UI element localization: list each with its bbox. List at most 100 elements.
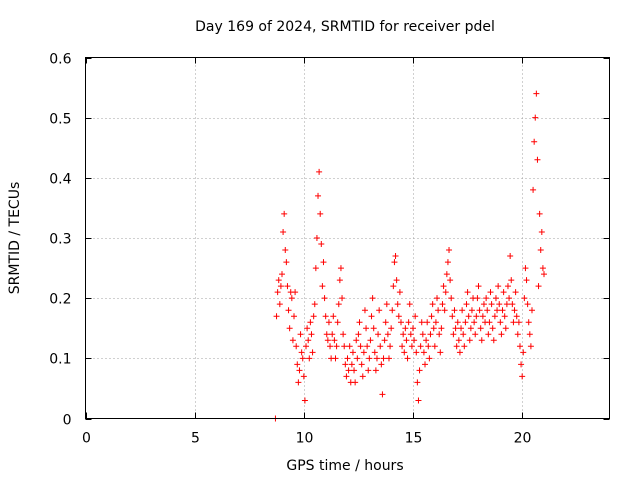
data-point	[538, 228, 545, 235]
data-point	[331, 337, 338, 344]
data-point	[377, 343, 384, 350]
data-point	[408, 343, 415, 350]
x-tick-label: 10	[296, 431, 314, 447]
data-point	[471, 319, 478, 326]
data-point	[427, 331, 434, 338]
data-point	[353, 337, 360, 344]
data-point	[330, 313, 337, 320]
data-point	[430, 325, 437, 332]
data-point	[475, 283, 482, 290]
data-point	[492, 295, 499, 302]
data-point	[500, 289, 507, 296]
data-point	[436, 331, 443, 338]
data-point	[349, 349, 356, 356]
data-point	[301, 397, 308, 404]
data-point	[365, 367, 372, 374]
data-point	[516, 343, 523, 350]
data-point	[311, 301, 318, 308]
data-point	[431, 343, 438, 350]
data-point	[435, 307, 442, 314]
data-point	[361, 307, 368, 314]
data-point	[304, 325, 311, 332]
data-point	[444, 259, 451, 266]
data-points	[272, 90, 547, 422]
data-point	[335, 301, 342, 308]
data-point	[327, 343, 334, 350]
data-point	[298, 349, 305, 356]
data-point	[479, 313, 486, 320]
data-point	[318, 241, 325, 248]
data-point	[507, 253, 514, 260]
data-point	[403, 337, 410, 344]
data-point	[419, 331, 426, 338]
y-tick-labels: 0 0.1 0.2 0.3 0.4 0.5 0.6	[49, 52, 71, 429]
data-point	[456, 349, 463, 356]
data-point	[340, 331, 347, 338]
data-point	[441, 307, 448, 314]
data-point	[319, 283, 326, 290]
data-point	[346, 343, 353, 350]
data-point	[490, 337, 497, 344]
data-point	[466, 337, 473, 344]
data-point	[282, 247, 289, 254]
data-point	[486, 319, 493, 326]
data-point	[495, 283, 502, 290]
data-point	[487, 289, 494, 296]
data-point	[473, 313, 480, 320]
data-point	[322, 313, 329, 320]
data-point	[380, 355, 387, 362]
data-point	[295, 379, 302, 386]
data-point	[528, 307, 535, 314]
data-point	[467, 325, 474, 332]
data-point	[387, 343, 394, 350]
data-point	[366, 355, 373, 362]
data-point	[308, 331, 315, 338]
data-point	[375, 331, 382, 338]
y-tick-label: 0.5	[49, 112, 71, 128]
data-point	[277, 283, 284, 290]
data-point	[405, 319, 412, 326]
data-point	[494, 307, 501, 314]
data-point	[286, 325, 293, 332]
data-point	[526, 331, 533, 338]
data-point	[497, 319, 504, 326]
data-point	[440, 283, 447, 290]
data-point	[508, 277, 515, 284]
data-point	[364, 343, 371, 350]
data-point	[510, 319, 517, 326]
data-point	[404, 355, 411, 362]
data-point	[527, 343, 534, 350]
axis-ticks	[85, 57, 610, 420]
data-point	[383, 301, 390, 308]
y-tick-label: 0.3	[49, 232, 71, 248]
data-point	[514, 331, 521, 338]
data-point	[317, 210, 324, 217]
data-point	[520, 349, 527, 356]
data-point	[310, 313, 317, 320]
data-point	[509, 301, 516, 308]
data-point	[369, 295, 376, 302]
data-point	[416, 367, 423, 374]
data-point	[305, 337, 312, 344]
data-point	[357, 343, 364, 350]
data-point	[337, 265, 344, 272]
data-point	[515, 319, 522, 326]
data-point	[459, 307, 466, 314]
data-point	[449, 313, 456, 320]
data-point	[358, 361, 365, 368]
data-point	[417, 343, 424, 350]
data-point	[512, 289, 519, 296]
data-point	[309, 349, 316, 356]
data-point	[400, 331, 407, 338]
data-point	[472, 331, 479, 338]
data-point	[300, 373, 307, 380]
data-point	[454, 319, 461, 326]
data-point	[356, 319, 363, 326]
data-point	[450, 331, 457, 338]
data-point	[429, 301, 436, 308]
data-point	[401, 349, 408, 356]
data-point	[306, 355, 313, 362]
y-tick-label: 0.1	[49, 352, 71, 368]
data-point	[339, 295, 346, 302]
data-point	[439, 301, 446, 308]
